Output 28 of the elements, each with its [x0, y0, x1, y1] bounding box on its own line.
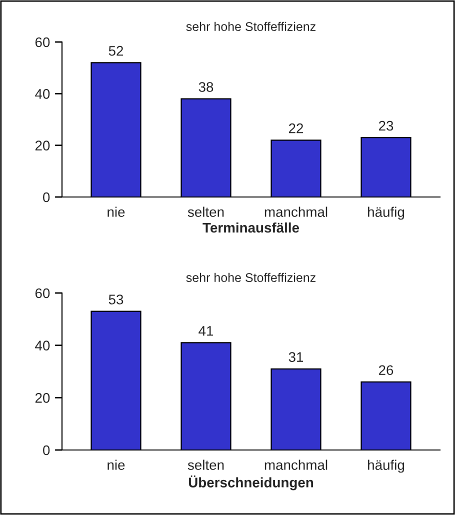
y-tick-label: 40	[35, 340, 50, 351]
data-label: 26	[378, 365, 394, 376]
y-tick-label: 60	[35, 37, 50, 48]
data-label: 41	[198, 326, 214, 336]
y-tick-label: 20	[35, 393, 50, 403]
y-tick-label: 20	[35, 140, 50, 151]
x-axis-title: Terminausfälle	[202, 222, 300, 233]
x-axis-title: Überschneidungen	[188, 475, 314, 490]
y-tick-label: 0	[43, 445, 50, 456]
x-tick-label: selten	[188, 460, 224, 470]
x-tick-label: manchmal	[264, 206, 328, 217]
x-tick-label: nie	[108, 460, 125, 470]
chart-title: sehr hohe Stoffeffizienz	[186, 22, 316, 32]
data-label: 52	[108, 46, 124, 56]
data-label: 31	[288, 352, 304, 362]
y-tick-label: 60	[35, 288, 50, 298]
x-tick-label: manchmal	[264, 460, 328, 470]
data-label: 53	[108, 294, 124, 304]
x-tick-label: nie	[108, 206, 125, 217]
y-tick-label: 0	[43, 192, 50, 202]
data-label: 23	[378, 120, 394, 131]
x-tick-label: häufig	[368, 206, 404, 220]
x-tick-label: selten	[188, 206, 224, 217]
data-label: 38	[198, 82, 214, 92]
chart-title: sehr hohe Stoffeffizienz	[186, 272, 316, 282]
data-label: 22	[288, 123, 304, 134]
x-tick-label: häufig	[368, 460, 404, 473]
y-tick-label: 40	[35, 89, 50, 99]
